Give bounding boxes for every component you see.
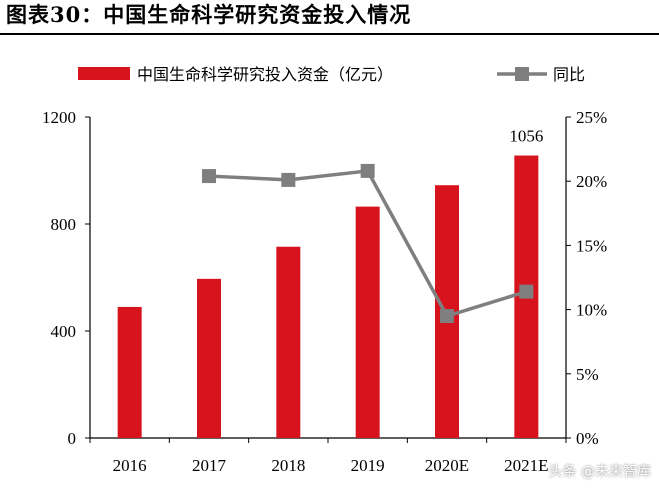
x-tick-label: 2019: [351, 456, 385, 475]
yoy-marker: [519, 284, 534, 299]
yoy-marker: [281, 172, 296, 187]
y-left-tick-label: 0: [68, 429, 77, 448]
bar: [197, 278, 221, 438]
figure-title: 图表30：中国生命科学研究资金投入情况: [6, 2, 412, 27]
line-series: [202, 163, 534, 324]
bar: [117, 306, 142, 438]
bar-series: [117, 155, 539, 438]
y-left-tick-label: 400: [51, 322, 77, 341]
y-left-tick-label: 1200: [42, 108, 76, 127]
y-right-tick-label: 5%: [576, 365, 599, 384]
legend: 中国生命科学研究投入资金（亿元） 同比: [78, 65, 585, 84]
y-left-tick-label: 800: [51, 215, 77, 234]
bar: [276, 246, 301, 438]
data-labels: 1056: [509, 127, 543, 146]
yoy-marker: [440, 309, 454, 324]
legend-bar-swatch: [78, 67, 130, 80]
y-right-tick-label: 0%: [576, 429, 599, 448]
y-right-tick-label: 15%: [576, 236, 607, 255]
x-tick-label: 2017: [192, 456, 227, 475]
watermark: 头条 @未来智库: [548, 464, 651, 480]
title-rule: [0, 33, 659, 35]
bar: [355, 206, 380, 438]
legend-line-label: 同比: [553, 65, 585, 84]
x-tick-label: 2020E: [425, 456, 469, 475]
x-tick-label: 2021E: [504, 456, 548, 475]
bar-data-label: 1056: [509, 127, 543, 146]
legend-bar-label: 中国生命科学研究投入资金（亿元）: [137, 65, 393, 84]
yoy-marker: [360, 163, 375, 178]
y-right-tick-label: 25%: [576, 108, 607, 127]
x-tick-label: 2016: [113, 456, 147, 475]
x-tick-label: 2018: [271, 456, 305, 475]
legend-line-marker: [515, 67, 529, 81]
y-right-tick-label: 20%: [576, 172, 607, 191]
yoy-marker: [202, 169, 216, 184]
axes: 0 400 800 1200 0% 5% 10% 15% 20% 25% 2016 2017 2018 2…: [42, 108, 607, 475]
y-right-tick-label: 10%: [576, 301, 607, 320]
